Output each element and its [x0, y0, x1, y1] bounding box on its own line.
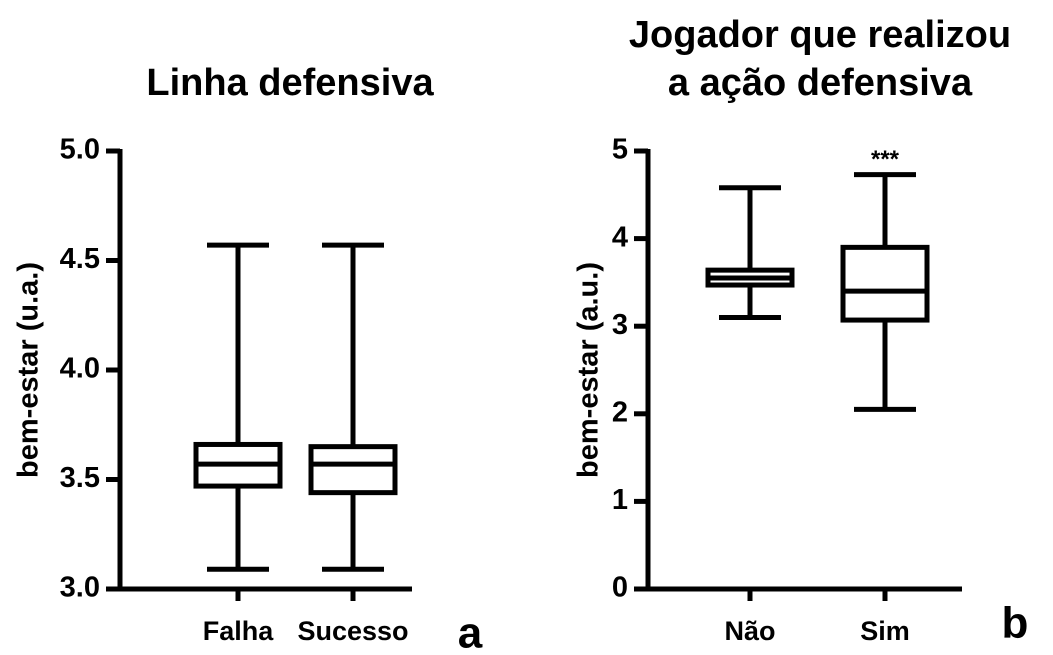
- panel-label: a: [458, 609, 483, 650]
- y-tick-label: 3: [612, 309, 628, 341]
- box: [840, 244, 930, 323]
- panel-label: b: [1002, 599, 1029, 648]
- y-axis-label: bem-estar (a.u.): [573, 262, 605, 478]
- chart-title: Linha defensiva: [146, 62, 434, 104]
- box: [308, 444, 398, 496]
- y-tick-label: 0: [612, 572, 628, 604]
- x-tick-label: Falha: [203, 616, 275, 646]
- chart-title: Jogador que realizou: [629, 14, 1011, 56]
- x-tick-label: Sucesso: [297, 616, 408, 646]
- y-tick-label: 4.0: [60, 353, 100, 385]
- y-tick-label: 4: [612, 221, 628, 253]
- annotation: ***: [871, 146, 900, 173]
- x-tick-label: Não: [724, 616, 775, 646]
- y-tick-label: 3.0: [60, 572, 100, 604]
- y-tick-label: 4.5: [60, 243, 100, 275]
- y-tick-label: 5: [612, 134, 628, 166]
- y-axis-label: bem-estar (u.a.): [13, 262, 45, 478]
- y-tick-label: 3.5: [60, 462, 100, 494]
- x-tick-label: Sim: [860, 616, 910, 646]
- y-tick-label: 1: [612, 484, 628, 516]
- chart-title: a ação defensiva: [668, 62, 973, 104]
- y-tick-label: 5.0: [60, 134, 100, 166]
- y-tick-label: 2: [612, 396, 628, 428]
